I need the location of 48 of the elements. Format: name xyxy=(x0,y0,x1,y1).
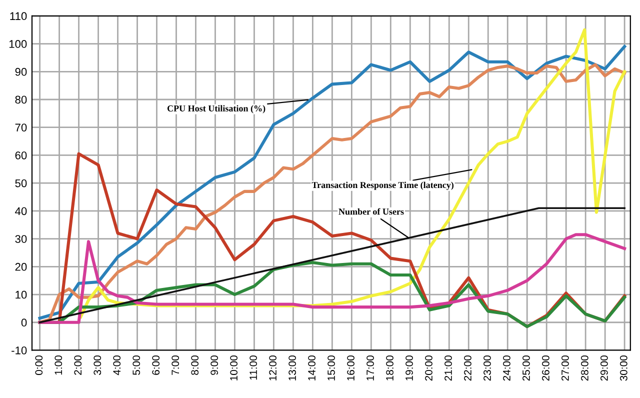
x-tick-label: 14:00 xyxy=(308,356,316,380)
y-tick-label: 90 xyxy=(15,68,27,76)
line-series xyxy=(38,233,626,324)
x-tick-label: 16:00 xyxy=(347,356,354,380)
y-tick-label: 30 xyxy=(15,235,27,243)
x-tick-label: 17:00 xyxy=(366,356,374,380)
x-tick-label: 18:00 xyxy=(386,356,394,380)
y-tick-label: 100 xyxy=(9,40,27,48)
x-tick-label: 27:00 xyxy=(561,356,569,381)
x-tick-label: 28:00 xyxy=(580,356,588,381)
x-tick-label: 13:00 xyxy=(288,356,296,380)
x-tick-label: 4:00 xyxy=(113,356,121,376)
x-tick-label: 9:00 xyxy=(210,356,218,375)
x-tick-label: 24:00 xyxy=(503,356,510,381)
annotation: Transaction Response Time (latency) xyxy=(312,182,454,190)
x-tick-label: 25:00 xyxy=(522,356,530,381)
x-tick-label: 11:00 xyxy=(250,356,258,380)
x-tick-label: 26:00 xyxy=(542,356,550,381)
y-tick-label: -10 xyxy=(12,346,27,354)
y-tick-label: 60 xyxy=(15,151,27,160)
x-tick-label: 30:00 xyxy=(620,356,628,381)
x-tick-label: 20:00 xyxy=(425,356,432,381)
annotation: Number of Users xyxy=(338,208,404,215)
x-tick-label: 21:00 xyxy=(444,356,452,381)
y-tick-label: 70 xyxy=(15,124,27,132)
x-tick-label: 1:00 xyxy=(54,356,62,375)
y-tick-label: 20 xyxy=(15,262,27,271)
x-tick-label: 5:00 xyxy=(132,356,140,375)
x-tick-label: 29:00 xyxy=(600,356,608,381)
y-tick-label: 40 xyxy=(15,207,27,216)
y-tick-label: 50 xyxy=(15,179,27,188)
annotation: CPU Host Utilisation (%) xyxy=(167,105,266,114)
x-tick-label: 0:00 xyxy=(35,356,43,375)
x-tick-label: 10:00 xyxy=(230,356,238,380)
x-tick-label: 15:00 xyxy=(328,356,335,380)
x-tick-label: 6:00 xyxy=(152,356,160,375)
x-tick-label: 7:00 xyxy=(172,356,180,375)
x-tick-label: 12:00 xyxy=(269,356,276,380)
x-tick-label: 2:00 xyxy=(74,356,82,375)
x-tick-label: 8:00 xyxy=(191,356,199,375)
y-tick-label: 80 xyxy=(15,96,27,104)
y-tick-label: 10 xyxy=(16,290,27,299)
x-tick-label: 19:00 xyxy=(406,356,413,380)
y-tick-label: 110 xyxy=(10,12,27,20)
x-tick-label: 23:00 xyxy=(484,356,491,381)
y-tick-label: 0 xyxy=(21,318,27,327)
x-tick-label: 3:00 xyxy=(94,356,102,375)
x-tick-label: 22:00 xyxy=(464,356,472,381)
